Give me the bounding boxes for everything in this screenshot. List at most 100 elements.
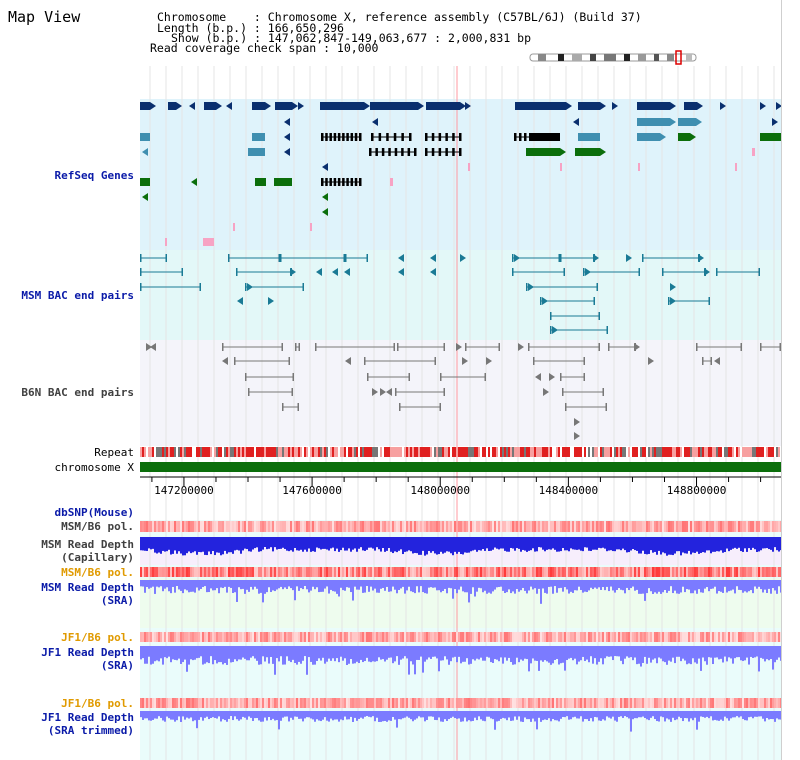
depth-bar — [346, 711, 348, 720]
track-label-msm-bac[interactable]: MSM BAC end pairs — [21, 289, 134, 302]
repeat-block — [664, 447, 666, 457]
depth-bar — [386, 646, 388, 660]
depth-bar — [316, 711, 318, 720]
polymorphism-block — [496, 567, 498, 577]
depth-bar — [550, 646, 552, 665]
repeat-block — [424, 447, 426, 457]
repeat-block — [772, 447, 774, 457]
repeat-block — [672, 447, 674, 457]
repeat-block — [660, 447, 662, 457]
depth-bar — [684, 711, 686, 718]
depth-bar — [342, 646, 344, 661]
depth-bar — [312, 537, 314, 552]
polymorphism-block — [704, 698, 706, 708]
depth-bar — [644, 537, 646, 554]
polymorphism-block — [622, 632, 624, 642]
polymorphism-block — [166, 632, 168, 642]
polymorphism-block — [448, 698, 450, 708]
polymorphism-block — [674, 632, 676, 642]
depth-bar — [414, 580, 416, 594]
depth-bar — [546, 580, 548, 594]
genome-map-canvas[interactable] — [0, 0, 782, 760]
track-label-jf1-depth-trim[interactable]: JF1 Read Depth — [41, 711, 134, 724]
depth-bar — [246, 537, 248, 550]
polymorphism-block — [566, 632, 568, 642]
polymorphism-block — [286, 521, 288, 532]
track-label-msm-depth-cap[interactable]: MSM Read Depth — [41, 538, 134, 551]
depth-bar — [296, 646, 298, 665]
depth-bar — [498, 646, 500, 662]
polymorphism-block — [360, 521, 362, 532]
polymorphism-block — [386, 698, 388, 708]
depth-bar — [568, 537, 570, 552]
depth-bar — [500, 580, 502, 587]
depth-bar — [180, 537, 182, 554]
depth-bar — [326, 580, 328, 587]
polymorphism-block — [504, 632, 506, 642]
repeat-block — [676, 447, 678, 457]
repeat-block — [632, 447, 634, 457]
polymorphism-block — [328, 521, 330, 532]
polymorphism-block — [476, 567, 478, 577]
polymorphism-block — [424, 521, 426, 532]
depth-bar — [148, 580, 150, 589]
polymorphism-block — [202, 521, 204, 532]
depth-bar — [422, 711, 424, 718]
polymorphism-block — [210, 521, 212, 532]
depth-bar — [728, 580, 730, 592]
polymorphism-block — [694, 567, 696, 577]
polymorphism-block — [188, 567, 190, 577]
track-label-msm-pol-2[interactable]: MSM/B6 pol. — [61, 566, 134, 579]
polymorphism-block — [162, 632, 164, 642]
depth-bar — [232, 580, 234, 593]
depth-bar — [750, 580, 752, 591]
polymorphism-block — [730, 698, 732, 708]
polymorphism-block — [372, 567, 374, 577]
track-label-msm-pol-1[interactable]: MSM/B6 pol. — [61, 520, 134, 533]
polymorphism-block — [652, 698, 654, 708]
gene-exon — [333, 178, 337, 186]
polymorphism-block — [386, 521, 388, 532]
gene-arrow-icon — [372, 118, 378, 126]
depth-bar — [382, 537, 384, 549]
track-label-dbsnp[interactable]: dbSNP(Mouse) — [54, 506, 134, 519]
polymorphism-block — [166, 567, 168, 577]
depth-bar — [610, 580, 612, 587]
polymorphism-block — [734, 521, 736, 532]
gene-feature — [637, 118, 670, 126]
repeat-block — [232, 447, 234, 457]
repeat-block — [688, 447, 690, 457]
gene-exon — [431, 148, 435, 156]
polymorphism-block — [384, 698, 386, 708]
depth-bar — [580, 646, 582, 661]
depth-bar — [610, 537, 612, 551]
polymorphism-block — [564, 632, 566, 642]
polymorphism-block — [510, 521, 512, 532]
track-label-jf1-depth-sra[interactable]: JF1 Read Depth — [41, 646, 134, 659]
track-label-b6n-bac[interactable]: B6N BAC end pairs — [21, 386, 134, 399]
polymorphism-block — [770, 632, 772, 642]
polymorphism-block — [282, 632, 284, 642]
polymorphism-block — [174, 567, 176, 577]
polymorphism-block — [286, 698, 288, 708]
depth-bar — [764, 580, 766, 590]
chromosome-ideogram-icon[interactable] — [528, 50, 700, 66]
polymorphism-block — [142, 521, 144, 532]
polymorphism-block — [370, 521, 372, 532]
track-label-jf1-pol-2[interactable]: JF1/B6 pol. — [61, 697, 134, 710]
depth-bar — [536, 711, 538, 730]
track-label-jf1-pol-1[interactable]: JF1/B6 pol. — [61, 631, 134, 644]
track-label-msm-depth-sra[interactable]: MSM Read Depth — [41, 581, 134, 594]
depth-bar — [682, 537, 684, 553]
depth-bar — [278, 646, 280, 662]
depth-bar — [688, 537, 690, 551]
depth-bar — [554, 711, 556, 721]
depth-bar — [546, 537, 548, 550]
repeat-block — [408, 447, 410, 457]
depth-bar — [526, 580, 528, 594]
track-label-refseq[interactable]: RefSeq Genes — [54, 169, 134, 182]
depth-bar — [274, 711, 276, 721]
gene-exon — [369, 148, 372, 156]
depth-bar — [730, 711, 732, 719]
polymorphism-block — [408, 632, 410, 642]
